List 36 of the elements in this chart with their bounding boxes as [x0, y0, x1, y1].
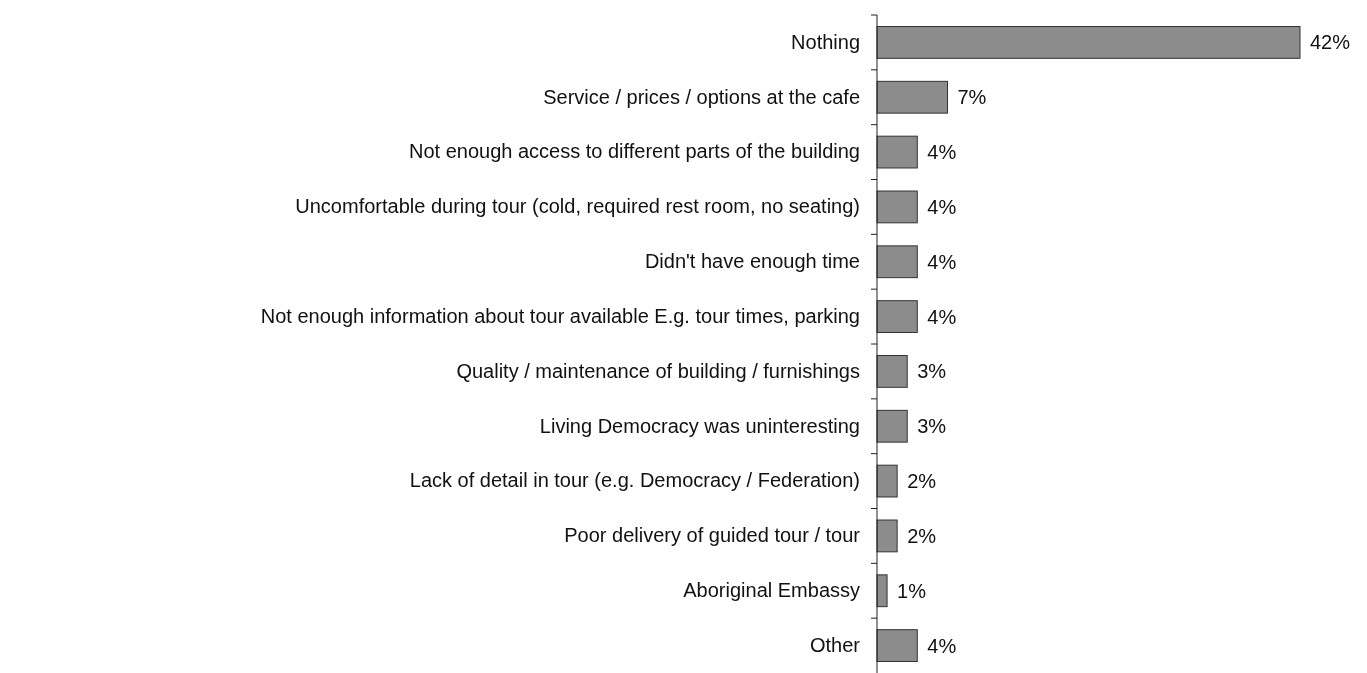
y-tick-label: Other — [809, 633, 861, 656]
y-tick-label: Uncomfortable during tour (cold, required rest room, no seating) — [295, 195, 860, 218]
y-tick-label: Service / prices / options at the cafe — [543, 85, 860, 108]
bar — [876, 245, 918, 279]
bar — [876, 574, 888, 608]
y-tick-label: Lack of detail in tour (e.g. Democracy / Federation) — [409, 469, 860, 492]
y-tick-label: Nothing — [791, 30, 860, 53]
data-label: 3% — [917, 415, 947, 438]
bar — [876, 190, 918, 224]
data-label: 4% — [927, 141, 957, 164]
data-label: 7% — [957, 86, 987, 109]
y-tick-label: Living Democracy was uninteresting — [539, 414, 860, 437]
y-tick-label: Not enough information about tour available E.g. tour times, parking — [260, 304, 860, 327]
data-label: 4% — [927, 195, 957, 218]
data-label: 1% — [897, 579, 927, 602]
bar — [876, 409, 908, 443]
bar — [876, 519, 898, 553]
y-tick-label: Didn't have enough time — [644, 250, 860, 273]
data-label: 4% — [927, 634, 957, 657]
y-tick-label: Aboriginal Embassy — [683, 579, 860, 602]
data-label: 3% — [917, 360, 947, 383]
bar — [876, 464, 898, 498]
bar — [876, 300, 918, 333]
bar — [876, 135, 918, 169]
data-label: 4% — [927, 250, 957, 273]
data-label: 2% — [907, 524, 937, 547]
bar — [876, 26, 1301, 59]
y-tick-label: Not enough access to different parts of the building — [408, 140, 860, 163]
data-label: 42% — [1310, 31, 1351, 54]
y-tick-label: Quality / maintenance of building / furnishings — [456, 359, 860, 382]
bar — [876, 80, 948, 114]
bar — [876, 629, 918, 662]
data-label: 2% — [907, 470, 937, 493]
data-label: 4% — [927, 305, 957, 328]
y-tick-label: Poor delivery of guided tour / tour — [564, 524, 861, 547]
bar — [876, 355, 908, 388]
